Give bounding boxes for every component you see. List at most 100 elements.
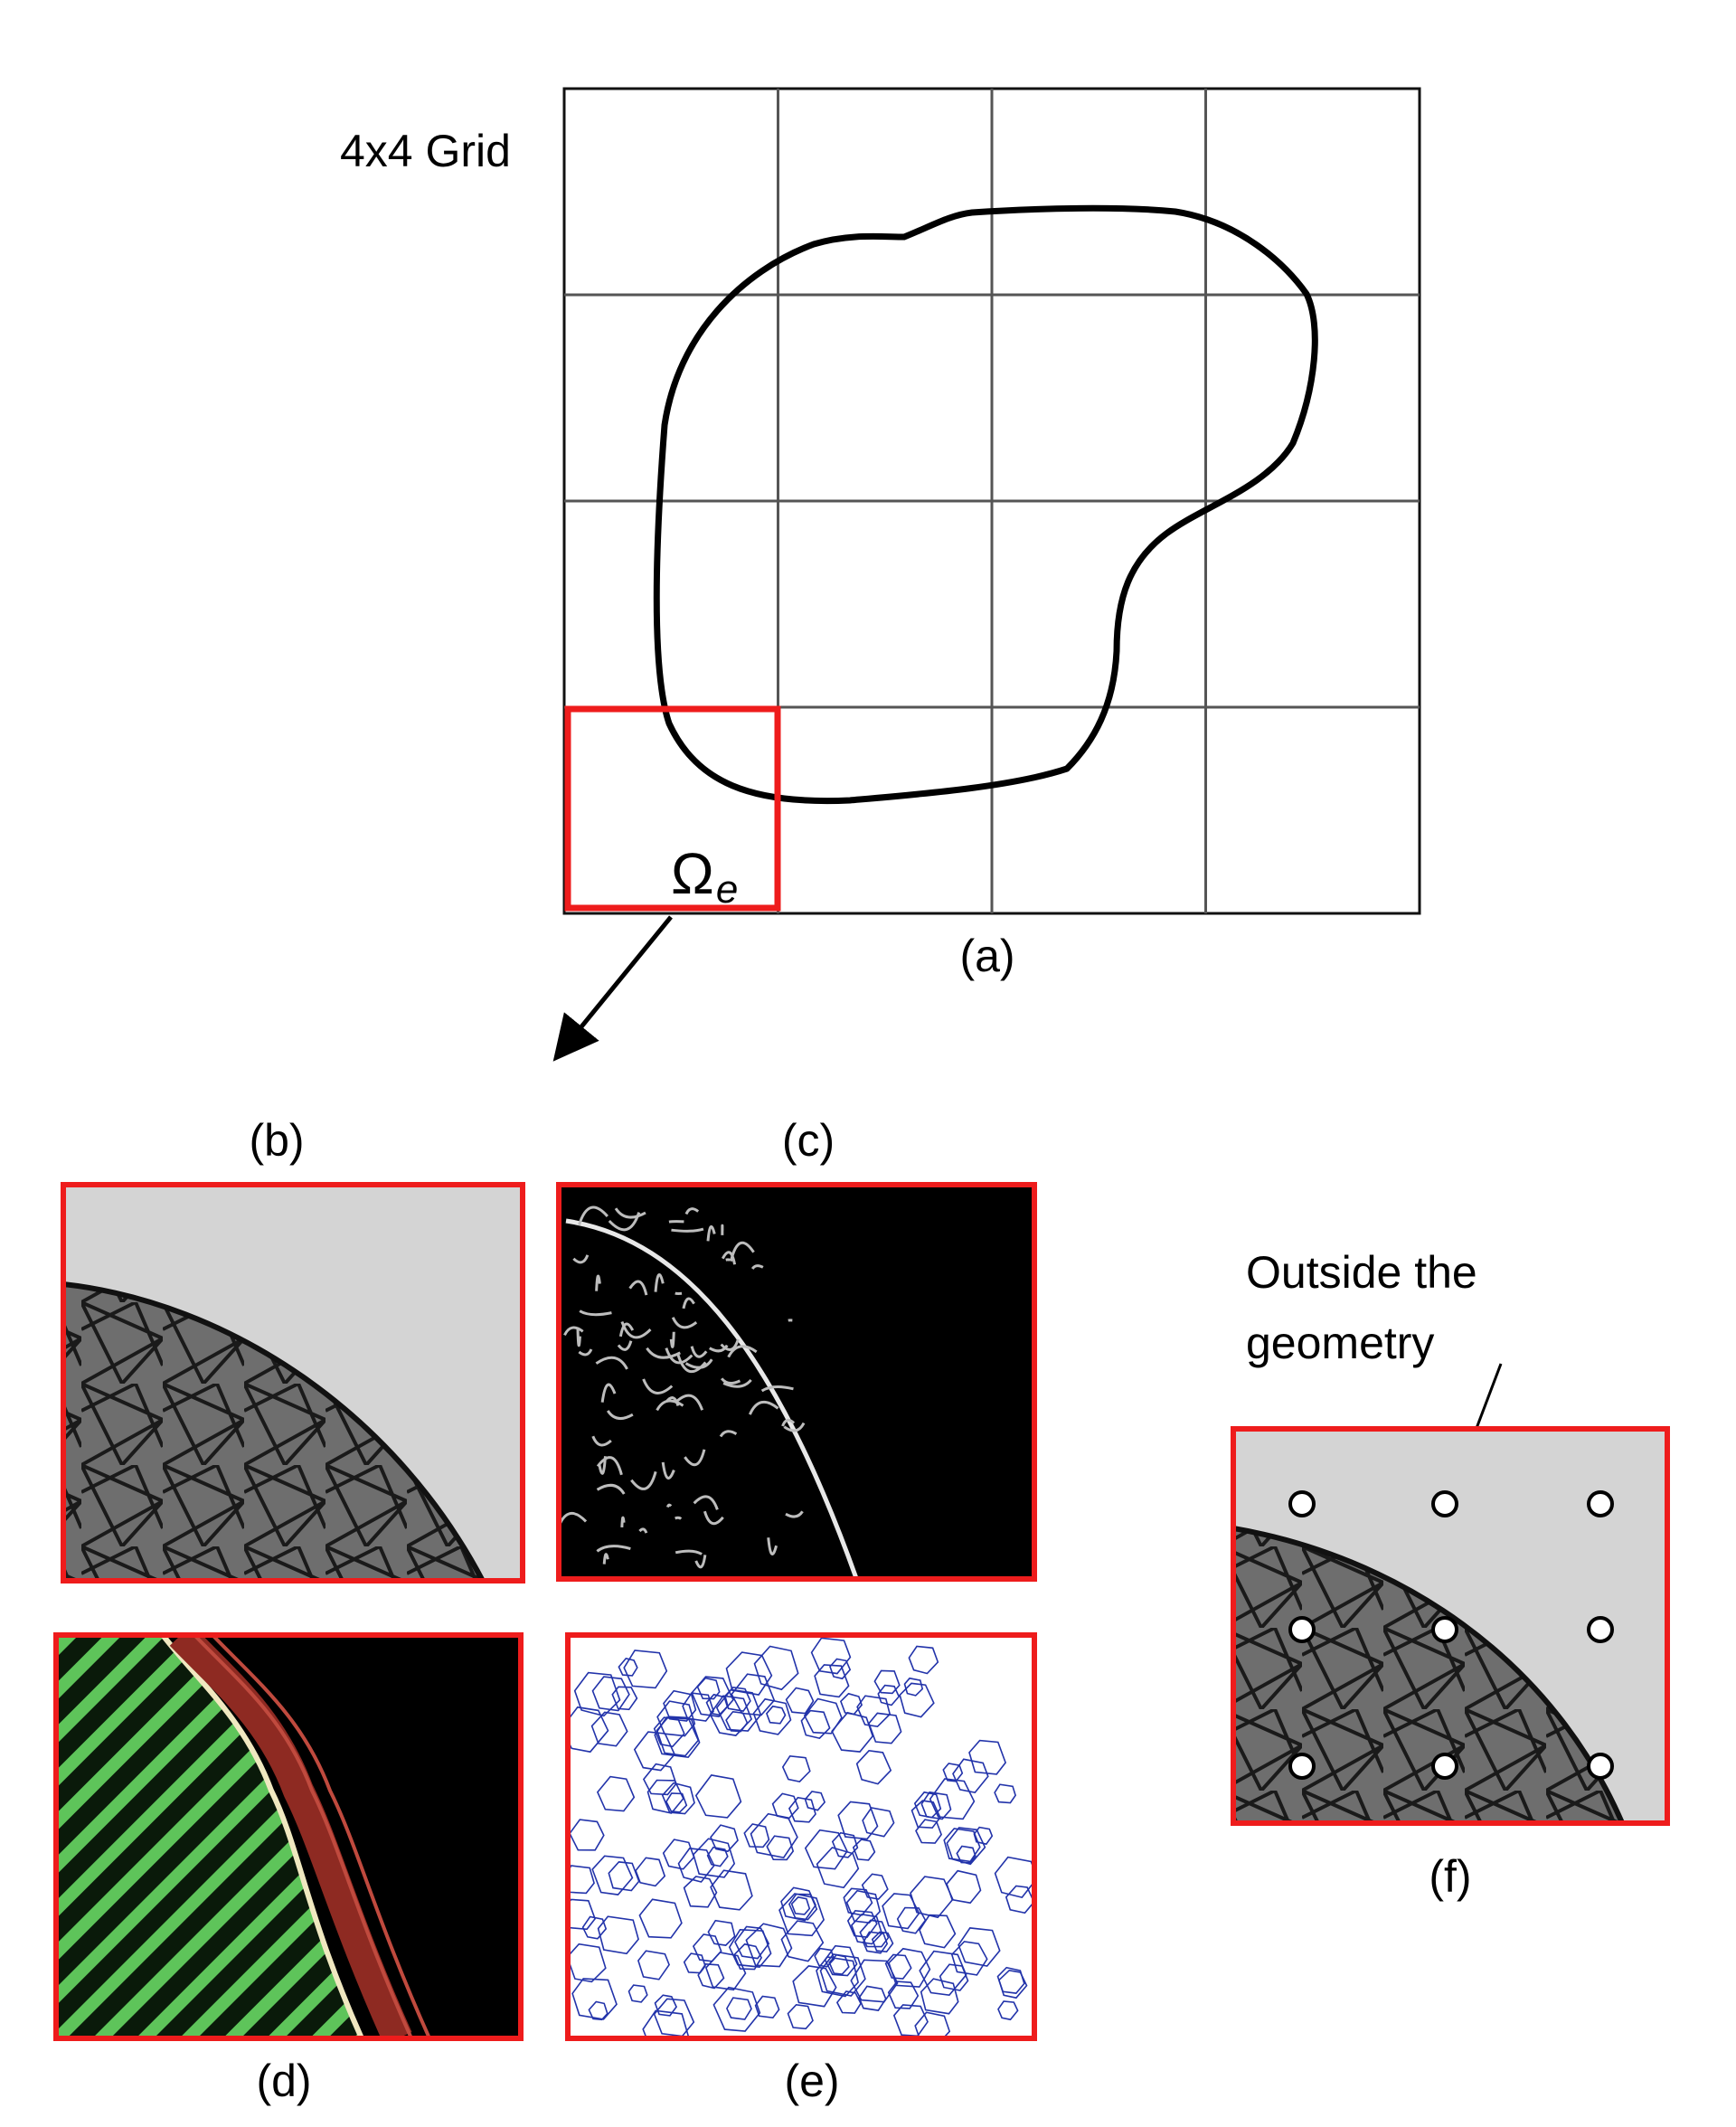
bone-strand [596, 1545, 631, 1553]
bone-strand [638, 1527, 648, 1534]
wire-cell [804, 1829, 848, 1870]
bone-strand [690, 1346, 708, 1358]
sample-points [1288, 1490, 1614, 1780]
wire-cell [943, 1828, 981, 1863]
wire-cell [653, 1716, 685, 1748]
wire-cell [766, 1835, 795, 1861]
wire-cell [903, 1677, 924, 1697]
wire-cell [946, 1869, 982, 1905]
level-set-image-d [56, 1635, 521, 2038]
wire-cell [571, 1978, 618, 2020]
wire-cell [694, 1774, 742, 1819]
wire-cell [958, 1927, 1001, 1967]
bone-strand [642, 1378, 674, 1394]
wire-cell [829, 1658, 852, 1680]
wire-cell [704, 1952, 747, 1991]
wire-cell [591, 1855, 634, 1895]
wire-cell [837, 1801, 879, 1840]
wire-cell [1005, 1885, 1034, 1914]
bone-strand [595, 1356, 628, 1370]
wire-cell [752, 1697, 792, 1735]
wire-cell [642, 1763, 677, 1796]
wire-cell [816, 1956, 859, 1998]
wire-cell [788, 1796, 816, 1823]
bone-strand [785, 1510, 804, 1518]
bone-strand [665, 1347, 693, 1365]
bone-strand [682, 1297, 695, 1309]
caption-a: (a) [959, 931, 1014, 981]
wire-cell [831, 1831, 859, 1858]
bone-strand [709, 1344, 729, 1353]
bone-strand [620, 1516, 626, 1527]
bone-strand [591, 1435, 612, 1447]
wire-cell [850, 1959, 899, 2003]
panel-f-frame [1231, 1426, 1670, 1826]
bone-strand [671, 1227, 704, 1233]
wire-cell [800, 1709, 831, 1739]
wire-cell [706, 1846, 729, 1867]
bone-strand [760, 1385, 794, 1393]
wire-cell [638, 1898, 683, 1939]
wire-cell [590, 1711, 628, 1747]
bone-strand [725, 1258, 731, 1262]
wire-cell [919, 1950, 967, 1997]
wire-cell [734, 1925, 770, 1960]
wire-cell [654, 1994, 678, 2017]
wire-cell [835, 1990, 862, 2014]
bone-strand [572, 1254, 590, 1264]
bone-strand [596, 1483, 626, 1495]
bone-strand [767, 1537, 778, 1555]
wire-cell [952, 1758, 989, 1793]
wire-cell [843, 1887, 873, 1916]
wire-cell [873, 1669, 901, 1695]
ct-image-c [559, 1185, 1034, 1579]
bone-strand [578, 1348, 593, 1357]
bone-strand [563, 1326, 584, 1337]
wire-cell [819, 1953, 866, 1997]
wire-cell [910, 1800, 941, 1829]
wire-cell [790, 1895, 811, 1915]
bone-strand [722, 1378, 752, 1388]
wire-cell [683, 1876, 718, 1908]
bone-strand [671, 1317, 698, 1329]
wire-cell [753, 1645, 799, 1691]
wire-cell [677, 1848, 715, 1883]
wire-cell [710, 1869, 753, 1911]
wire-cell [858, 1985, 887, 2011]
wire-cell [861, 1873, 889, 1900]
wire-cell [997, 1969, 1028, 1999]
wire-cell [919, 1914, 957, 1949]
wire-cell [591, 1676, 630, 1712]
wire-cell [814, 1664, 850, 1698]
wire-cell [656, 1716, 700, 1757]
wire-cell [715, 1688, 762, 1732]
wire-cell [850, 1913, 883, 1945]
wire-cell [950, 1941, 988, 1976]
wire-cell [956, 1845, 976, 1864]
panel-e-frame [565, 1632, 1037, 2041]
annotation-outside-line2: geometry [1246, 1318, 1434, 1368]
wire-cell [810, 1637, 852, 1675]
bone-strand [576, 1327, 581, 1347]
wire-cell [646, 1779, 684, 1814]
wire-cell [665, 1792, 688, 1813]
wire-cell [662, 1839, 695, 1870]
bone-strand [669, 1331, 675, 1348]
bone-strand [727, 1345, 758, 1358]
bone-strand [618, 1322, 635, 1338]
caption-c: (c) [782, 1115, 835, 1166]
wire-cell [781, 1754, 811, 1782]
bone-strand [675, 1516, 683, 1520]
bone-strand [578, 1205, 609, 1225]
wire-cell [597, 1915, 639, 1955]
bone-strand [598, 1456, 607, 1475]
sample-point [1288, 1490, 1316, 1517]
wire-cell [920, 1791, 952, 1820]
wire-cell [914, 2011, 951, 2038]
wire-cell [997, 2000, 1019, 2021]
bone-strand [750, 1264, 764, 1270]
panel-b: (b) [61, 1115, 525, 1583]
wire-cell [968, 1739, 1007, 1775]
wire-cell [816, 1847, 860, 1889]
